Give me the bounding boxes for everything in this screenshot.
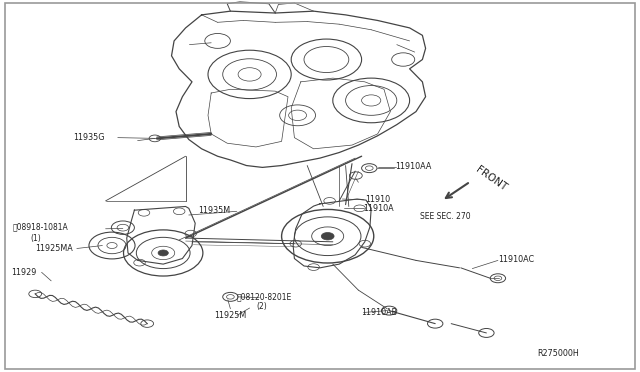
Text: R275000H: R275000H (538, 349, 579, 358)
Text: 11935G: 11935G (74, 133, 105, 142)
Text: 11910AA: 11910AA (396, 162, 432, 171)
Text: (1): (1) (31, 234, 42, 243)
Text: ⒲08120-8201E: ⒲08120-8201E (237, 292, 292, 301)
Text: (2): (2) (256, 302, 267, 311)
Text: SEE SEC. 270: SEE SEC. 270 (420, 212, 470, 221)
Circle shape (158, 250, 168, 256)
Text: 11910A: 11910A (363, 204, 394, 213)
Text: 11910AB: 11910AB (362, 308, 397, 317)
Text: ⓕ08918-1081A: ⓕ08918-1081A (13, 222, 68, 231)
Text: FRONT: FRONT (474, 164, 508, 193)
Text: 11925M: 11925M (214, 311, 246, 320)
Text: 11935M: 11935M (198, 206, 230, 215)
Text: 11910: 11910 (365, 195, 390, 203)
Text: 11910AC: 11910AC (498, 255, 534, 264)
Text: 11925MA: 11925MA (35, 244, 73, 253)
Text: 11929: 11929 (12, 268, 37, 277)
Circle shape (321, 232, 334, 240)
